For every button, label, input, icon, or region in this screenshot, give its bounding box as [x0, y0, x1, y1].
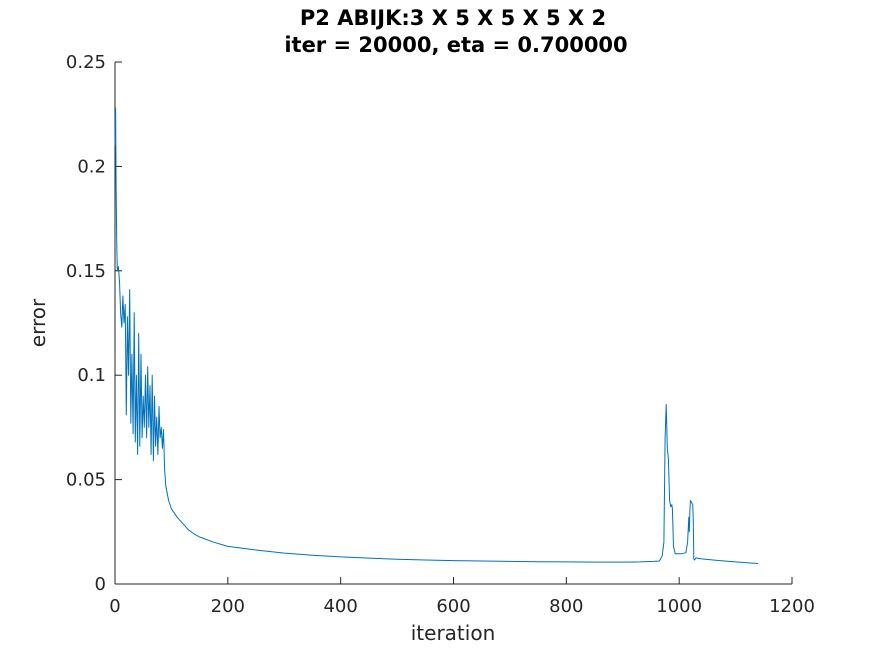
- x-ticks: 0 200 400 600 800 1000 1200: [109, 577, 815, 617]
- y-tick-label: 0.05: [66, 470, 106, 491]
- x-tick-label: 1200: [769, 596, 815, 617]
- y-tick-label: 0.1: [77, 365, 106, 386]
- series-group: [114, 107, 759, 564]
- y-tick-label: 0: [95, 574, 106, 595]
- x-tick-label: 1000: [656, 596, 702, 617]
- x-tick-label: 0: [109, 596, 120, 617]
- error-series-line: [114, 107, 759, 564]
- y-ticks: 0 0.05 0.1 0.15 0.2 0.25: [66, 52, 122, 595]
- y-tick-label: 0.15: [66, 261, 106, 282]
- y-tick-label: 0.25: [66, 52, 106, 73]
- x-tick-label: 600: [436, 596, 470, 617]
- y-axis-label: error: [26, 298, 50, 347]
- chart-subtitle: iter = 20000, eta = 0.700000: [284, 33, 627, 57]
- y-tick-label: 0.2: [77, 156, 106, 177]
- x-axis-label: iteration: [411, 621, 496, 645]
- x-tick-label: 800: [549, 596, 583, 617]
- x-tick-label: 200: [211, 596, 245, 617]
- x-tick-label: 400: [323, 596, 357, 617]
- chart-title: P2 ABIJK:3 X 5 X 5 X 5 X 2: [300, 6, 606, 30]
